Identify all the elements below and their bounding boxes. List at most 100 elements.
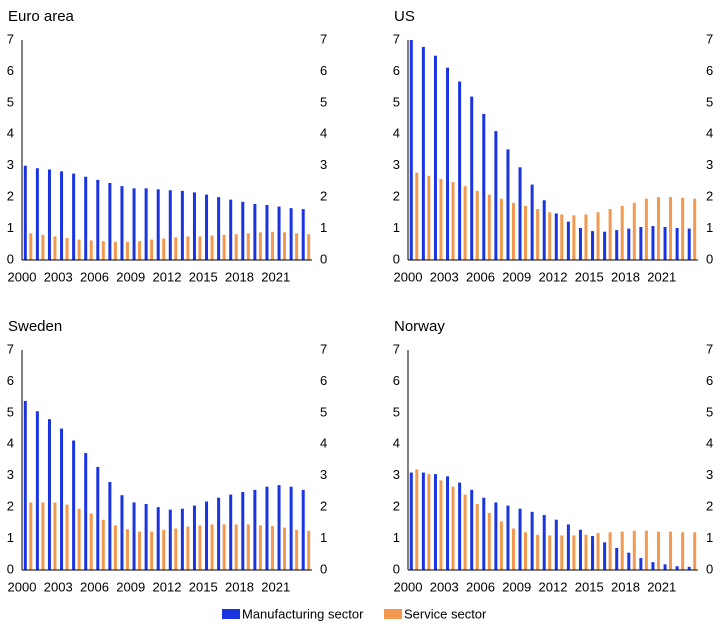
bar-series: Manufacturing sector <box>409 40 691 261</box>
bar <box>632 202 636 260</box>
bar <box>138 531 142 570</box>
bar <box>295 233 299 260</box>
bar <box>499 198 503 260</box>
y-tick-label: 4 <box>393 126 400 141</box>
bar <box>253 489 257 570</box>
bar <box>518 508 522 570</box>
bar <box>265 205 269 260</box>
bar <box>289 208 293 260</box>
bar <box>644 198 648 260</box>
x-tick-label: 2018 <box>611 269 640 284</box>
bar <box>295 529 299 570</box>
y-tick-label: 3 <box>7 157 14 172</box>
bar <box>241 201 245 260</box>
bar <box>150 239 154 260</box>
x-tick-label: 2015 <box>575 579 604 594</box>
bar <box>198 236 202 260</box>
y-tick-label: 6 <box>393 63 400 78</box>
bar <box>29 502 33 570</box>
bar <box>524 532 528 570</box>
bar <box>277 206 281 260</box>
y2-tick-label: 6 <box>706 373 713 388</box>
bar <box>198 525 202 570</box>
x-tick-label: 2012 <box>153 579 182 594</box>
bar <box>566 221 570 260</box>
x-tick-label: 2000 <box>394 269 423 284</box>
bar <box>125 529 129 570</box>
bar <box>675 227 679 260</box>
bar <box>458 81 462 260</box>
panel-title: Sweden <box>8 318 62 335</box>
bar <box>669 531 673 570</box>
y-tick-label: 5 <box>7 404 14 419</box>
bar <box>536 534 540 570</box>
bar <box>458 482 462 570</box>
bar <box>89 240 93 260</box>
bar <box>475 504 479 570</box>
bar <box>548 535 552 570</box>
y-tick-label: 3 <box>393 467 400 482</box>
bar <box>120 186 124 260</box>
bar <box>578 529 582 570</box>
bar <box>542 200 546 260</box>
bar <box>463 494 467 570</box>
bar <box>506 505 510 570</box>
bar <box>53 502 57 570</box>
bar <box>270 231 274 260</box>
bar <box>578 227 582 260</box>
bar <box>669 197 673 260</box>
bar <box>482 497 486 570</box>
bar <box>494 131 498 260</box>
bar <box>584 534 588 570</box>
bar <box>415 172 419 260</box>
bar <box>168 190 172 260</box>
bar <box>23 400 27 570</box>
bar <box>277 485 281 570</box>
bar <box>301 209 305 260</box>
x-tick-label: 2009 <box>502 269 531 284</box>
bar-series: Service sector <box>29 231 311 260</box>
legend-swatch <box>222 609 240 619</box>
x-tick-label: 2000 <box>8 269 37 284</box>
y-tick-label: 5 <box>393 94 400 109</box>
x-tick-label: 2006 <box>80 579 109 594</box>
y-tick-label: 2 <box>393 189 400 204</box>
bar <box>108 482 112 570</box>
bar <box>566 524 570 570</box>
bar <box>101 519 105 570</box>
bar <box>217 197 221 260</box>
bar <box>60 428 64 570</box>
bar <box>96 466 100 570</box>
bar <box>156 507 160 570</box>
bar <box>415 469 419 570</box>
bar <box>180 508 184 570</box>
panel-title: Euro area <box>8 8 75 25</box>
bar <box>663 564 667 570</box>
x-tick-label: 2006 <box>466 269 495 284</box>
bar <box>174 528 178 570</box>
bar <box>656 531 660 570</box>
y2-tick-label: 5 <box>706 404 713 419</box>
y-tick-label: 2 <box>393 499 400 514</box>
y-tick-label: 6 <box>393 373 400 388</box>
bar <box>35 411 39 570</box>
bar <box>470 489 474 570</box>
y-tick-label: 7 <box>393 341 400 356</box>
x-tick-label: 2015 <box>575 269 604 284</box>
y-tick-label: 5 <box>393 404 400 419</box>
bar <box>475 190 479 260</box>
bar <box>229 199 233 260</box>
bar <box>162 529 166 570</box>
bar <box>644 530 648 570</box>
y-tick-label: 7 <box>7 341 14 356</box>
x-tick-label: 2018 <box>225 579 254 594</box>
bar <box>156 189 160 260</box>
bar <box>283 527 287 570</box>
x-tick-label: 2009 <box>116 269 145 284</box>
bar <box>222 524 226 570</box>
bar <box>222 234 226 260</box>
bar <box>186 236 190 260</box>
y-tick-label: 6 <box>7 373 14 388</box>
bar <box>693 532 697 570</box>
bar <box>446 476 450 570</box>
